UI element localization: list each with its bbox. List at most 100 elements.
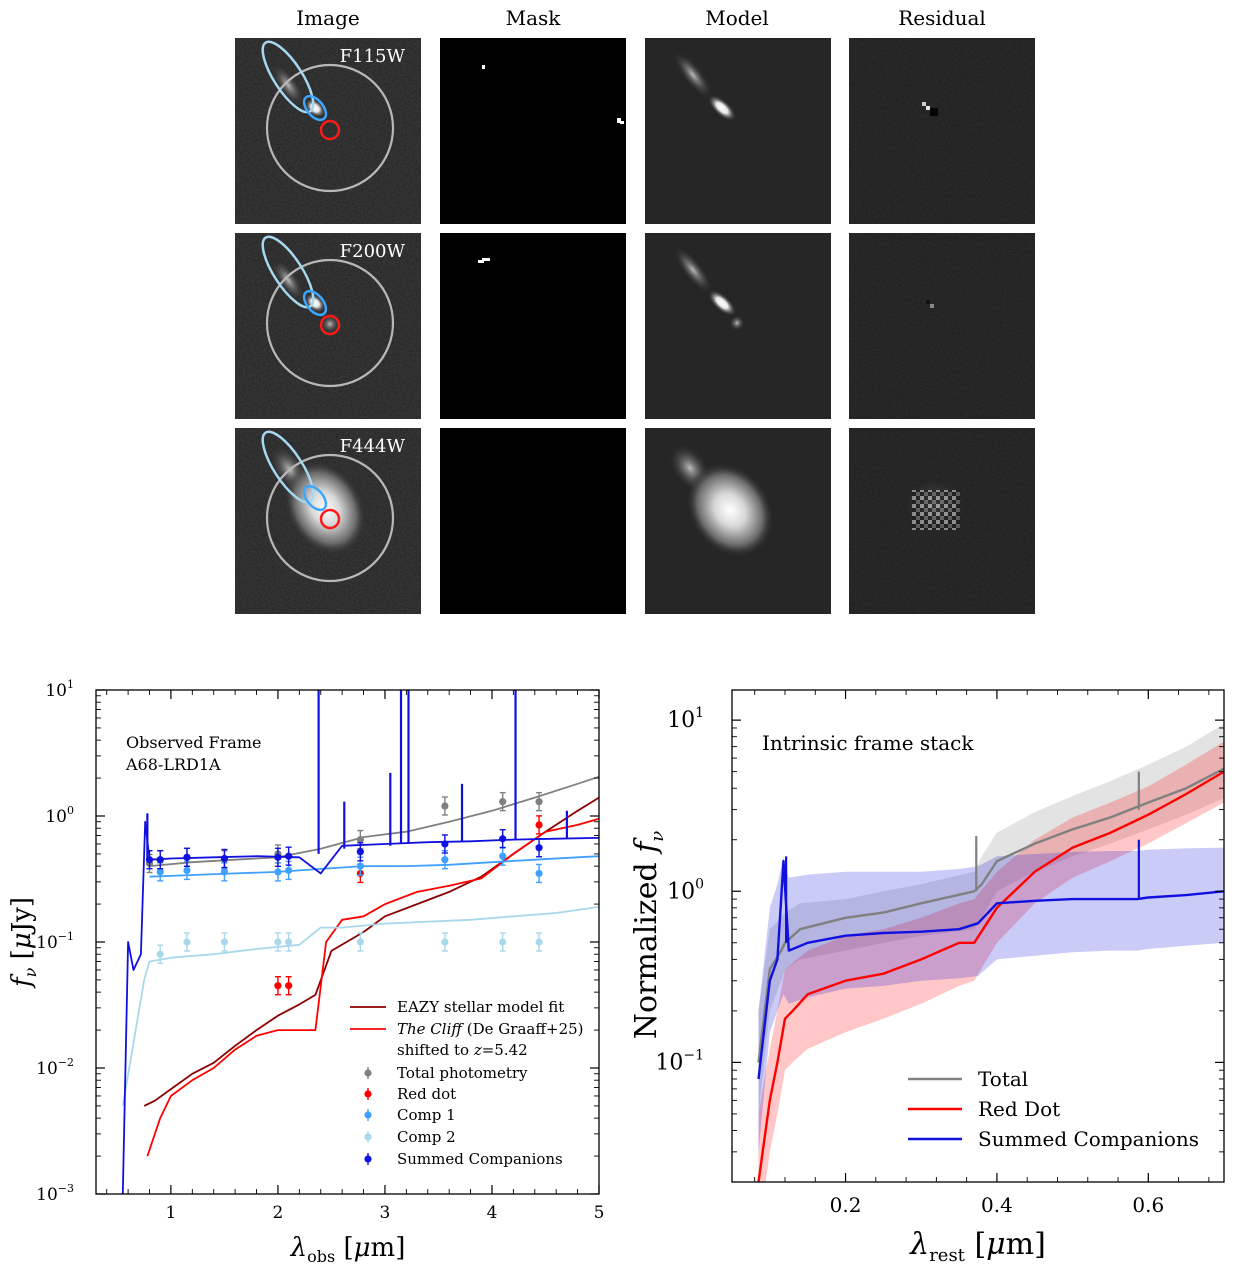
point-summed-companions [156,856,164,864]
y-tick-label: 10−1 [655,1047,704,1075]
point-comp-1 [356,862,364,870]
series-line-total [757,767,1224,1063]
y-axis-label: Normalized fν [629,831,668,1040]
band-summed-companions [758,847,1224,1152]
point-red-dot [285,982,293,990]
x-axis-label: λrest [μm] [909,1227,1046,1266]
model-panel-f115w [645,38,831,224]
point-summed-companions [285,852,293,860]
residual-panel-f444w [849,428,1035,614]
column-header-image: Image [296,6,359,30]
series-line-red-dot [757,770,1224,1182]
red-dot-circle [319,119,341,141]
point-total-photometry [499,798,507,806]
legend-marker-comp-1 [364,1111,372,1119]
legend-label-summed-companions: Summed Companions [978,1127,1199,1151]
sed-plot-observed: 1 2 3 4 5 10−3 10−2 10−1 100 101 Observed Frame A… [7,678,604,1266]
column-header-model: Model [705,6,769,30]
x-axis-label: λobs [μm] [290,1233,406,1266]
legend-label-comp-2: Comp 2 [397,1128,456,1146]
point-comp-2 [499,938,507,946]
legend-label-shift: shifted to z=5.42 [397,1041,528,1059]
mask-panel-f444w [440,428,626,614]
image-panel-f444w: F444W [235,428,421,614]
aperture-circle [265,63,395,193]
point-comp-1 [156,868,164,876]
series-line-comp-2-spectrum [121,906,599,1107]
x-tick-label: 4 [487,1203,498,1223]
y-tick-label: 101 [667,705,704,733]
mask-panel-f115w [440,38,626,224]
x-tick-label: 1 [166,1203,177,1223]
series-line-summed-companions [757,859,1224,1080]
legend-marker-total-photometry [364,1069,372,1077]
column-headers: Image Mask Model Residual [296,6,986,30]
stack-plot-intrinsic: 0.2 0.4 0.6 10−1 100 101 Intrinsic frame stac… [629,689,1225,1266]
band-total [758,723,1224,1114]
row-f115w: F115W [235,38,1035,224]
residual-panel-f200w [849,233,1035,419]
residual-panel-f115w [849,38,1035,224]
point-total-photometry [441,802,449,810]
x-tick-label: 5 [594,1203,605,1223]
point-comp-2 [441,938,449,946]
y-tick-label: 100 [667,876,704,904]
row-f444w: F444W [235,428,1035,614]
point-summed-companions [356,848,364,856]
x-tick-label: 0.4 [981,1193,1013,1217]
point-summed-companions [535,844,543,852]
point-summed-companions [274,853,282,861]
filter-label-f200w: F200W [340,241,406,262]
point-summed-companions [441,840,449,848]
row-f200w: F200W [235,233,1035,419]
point-comp-1 [285,866,293,875]
legend-label-total-photometry: Total photometry [397,1064,528,1082]
x-tick-label: 3 [380,1203,391,1223]
point-summed-companions [499,835,507,843]
x-tick-label: 0.2 [830,1193,862,1217]
comp2-ellipse [261,40,315,114]
y-tick-label: 100 [45,804,74,827]
legend-label-red-dot: Red Dot [978,1097,1060,1121]
column-header-residual: Residual [898,6,986,30]
x-tick-label: 0.6 [1132,1193,1164,1217]
point-comp-1 [441,856,449,864]
point-comp-2 [274,938,282,946]
filter-label-f444w: F444W [340,436,406,457]
point-comp-1 [220,868,229,876]
point-comp-2 [535,938,543,946]
legend-label-comp-1: Comp 1 [397,1106,456,1124]
annotation-object-name: A68-LRD1A [125,755,221,774]
image-panel-f200w: F200W [235,233,421,419]
filter-label-f115w: F115W [340,46,406,67]
legend-marker-summed-companions [364,1155,372,1163]
comp1-ellipse [302,94,328,122]
annotation-intrinsic: Intrinsic frame stack [762,731,974,755]
point-comp-2 [285,938,293,946]
point-total-photometry [356,835,364,844]
model-panel-f444w [645,428,831,614]
legend-label-red-dot: Red dot [397,1085,456,1103]
y-tick-label: 101 [45,678,74,701]
annotation-observed-frame: Observed Frame [126,733,261,752]
point-comp-2 [156,950,164,958]
legend-label-total: Total [978,1067,1028,1091]
column-header-mask: Mask [506,6,562,30]
y-tick-label: 10−3 [36,1182,74,1205]
legend-label-eazy-stellar-model-fit: EAZY stellar model fit [397,998,564,1016]
model-panel-f200w [645,233,831,419]
point-comp-1 [535,869,543,878]
point-comp-1 [183,866,191,875]
point-comp-2 [356,938,364,946]
point-summed-companions [183,853,191,861]
legend: EAZY stellar model fit The Cliff (De Graa… [350,998,584,1168]
legend: Total Red Dot Summed Companions [908,1067,1199,1151]
image-panel-f115w: F115W [235,38,421,224]
point-comp-2 [183,938,191,946]
series-line-comp-1-spectrum [149,855,599,878]
point-red-dot [535,821,543,829]
y-tick-label: 10−2 [36,1056,74,1079]
point-summed-companions [220,854,229,863]
y-tick-label: 10−1 [36,930,74,953]
